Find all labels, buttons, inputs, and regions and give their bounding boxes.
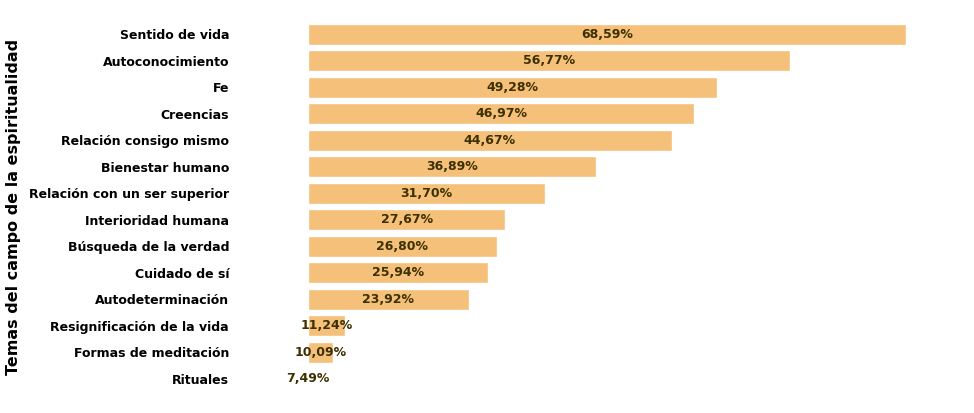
Bar — [308, 24, 906, 45]
Bar — [308, 236, 497, 256]
Text: 68,59%: 68,59% — [581, 28, 633, 40]
Text: 44,67%: 44,67% — [464, 134, 516, 147]
Text: 10,09%: 10,09% — [294, 346, 347, 359]
Bar — [308, 209, 506, 230]
Text: 7,49%: 7,49% — [286, 373, 329, 385]
Bar — [308, 50, 790, 71]
Y-axis label: Temas del campo de la espiritualidad: Temas del campo de la espiritualidad — [6, 38, 20, 375]
Bar — [308, 289, 468, 310]
Bar — [308, 103, 694, 124]
Bar — [308, 157, 595, 177]
Bar — [308, 77, 717, 97]
Text: 23,92%: 23,92% — [362, 293, 414, 306]
Text: 26,80%: 26,80% — [376, 240, 429, 253]
Text: 49,28%: 49,28% — [486, 81, 539, 94]
Bar — [308, 262, 488, 283]
Text: 36,89%: 36,89% — [426, 160, 477, 173]
Text: 31,70%: 31,70% — [400, 187, 452, 200]
Text: 56,77%: 56,77% — [523, 54, 575, 67]
Text: 11,24%: 11,24% — [300, 319, 353, 332]
Bar — [308, 130, 672, 151]
Text: 46,97%: 46,97% — [475, 107, 527, 120]
Text: 27,67%: 27,67% — [381, 213, 432, 226]
Bar — [308, 183, 544, 204]
Text: 25,94%: 25,94% — [372, 266, 425, 279]
Bar — [308, 316, 345, 336]
Bar — [308, 342, 333, 363]
